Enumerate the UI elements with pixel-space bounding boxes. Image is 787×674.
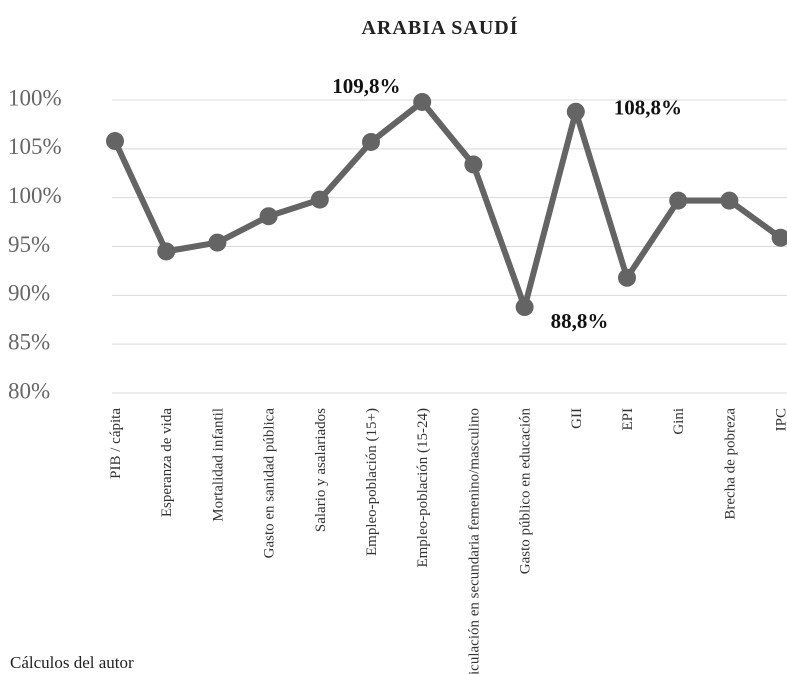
- y-tick-label: 80%: [8, 378, 50, 403]
- point-marker: [259, 207, 278, 226]
- point-marker: [464, 155, 483, 174]
- data-label: 88,8%: [551, 309, 609, 333]
- x-tick-label: Gini: [671, 408, 687, 435]
- y-tick-label: 95%: [8, 232, 50, 257]
- x-tick-label: Mortalidad infantil: [210, 408, 226, 522]
- point-marker: [362, 132, 380, 151]
- point-marker: [157, 242, 176, 261]
- data-label: 108,8%: [614, 96, 682, 120]
- source-note: Cálculos del autor: [10, 653, 134, 672]
- x-tick-label: GII: [569, 408, 585, 429]
- y-tick-label: 85%: [8, 329, 50, 354]
- series-line: [112, 98, 783, 311]
- point-marker: [413, 92, 432, 111]
- data-label: 109,8%: [332, 74, 400, 98]
- x-tick-label: EPI: [620, 408, 636, 431]
- x-tick-label: Esperanza de vida: [159, 408, 175, 517]
- x-tick-label: Empleo-población (15+): [364, 408, 380, 556]
- x-tick-label: Gasto público en educación: [518, 408, 534, 575]
- point-marker: [515, 298, 534, 317]
- point-marker: [618, 268, 636, 287]
- point-marker: [310, 190, 329, 209]
- x-tick-label: PIB / cápita: [108, 408, 124, 479]
- x-tick-label: Brecha de pobreza: [722, 408, 738, 520]
- y-tick-label: 105%: [8, 134, 62, 159]
- chart-title: ARABIA SAUDÍ: [361, 16, 518, 39]
- point-marker: [106, 132, 124, 151]
- x-tick-label: Salario y asalariados: [313, 408, 329, 532]
- y-tick-label: 90%: [8, 281, 50, 306]
- x-tick-label: Matriculación en secundaria femenino/mas…: [466, 408, 482, 674]
- x-tick-label: Gasto en sanidad pública: [262, 408, 278, 559]
- x-tick-label: IPC: [774, 408, 787, 431]
- y-tick-label: 100%: [8, 183, 62, 208]
- point-marker: [566, 102, 585, 121]
- x-tick-label: Empleo-población (15-24): [415, 408, 431, 568]
- point-marker: [669, 191, 688, 210]
- point-marker: [720, 191, 739, 210]
- point-marker: [771, 228, 787, 247]
- y-tick-label: 100%: [8, 85, 62, 110]
- point-marker: [208, 233, 227, 252]
